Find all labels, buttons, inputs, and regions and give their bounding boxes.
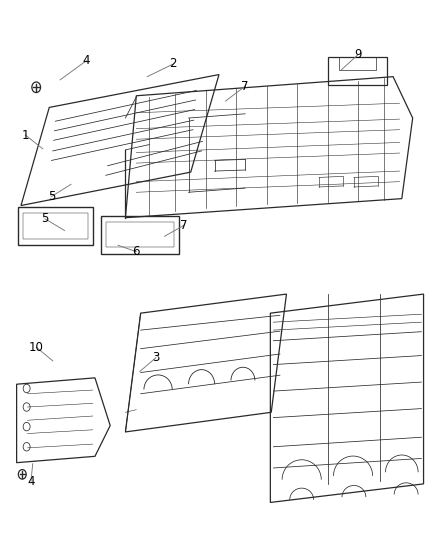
Text: 4: 4 (82, 54, 90, 67)
Text: 9: 9 (354, 48, 362, 61)
Text: 7: 7 (180, 219, 188, 232)
Text: 1: 1 (21, 128, 29, 141)
Text: 4: 4 (27, 475, 35, 488)
Text: 5: 5 (41, 212, 49, 225)
Text: 3: 3 (152, 351, 159, 364)
Text: 10: 10 (29, 341, 44, 353)
Text: 2: 2 (170, 58, 177, 70)
Text: 5: 5 (48, 190, 55, 203)
Text: 7: 7 (241, 80, 249, 93)
Text: 6: 6 (133, 245, 140, 258)
